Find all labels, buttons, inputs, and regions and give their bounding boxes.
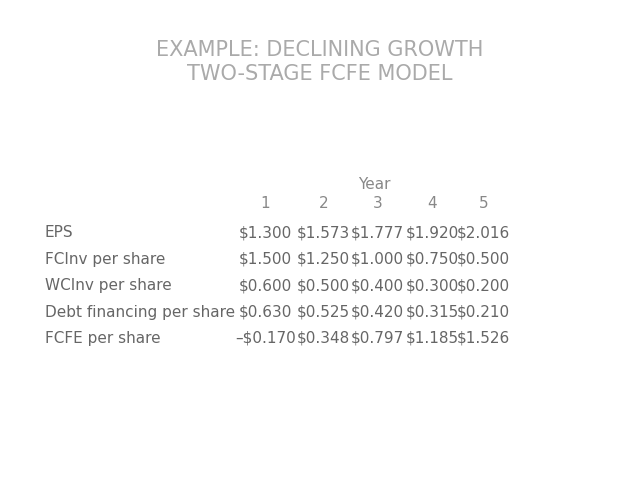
Text: $0.420: $0.420 [351,304,404,320]
Text: WCInv per share: WCInv per share [45,278,172,293]
Text: $0.400: $0.400 [351,278,404,293]
Text: 4: 4 [427,196,437,212]
Text: $1.250: $1.250 [296,252,350,267]
Text: $1.920: $1.920 [405,225,459,240]
Text: 1: 1 [260,196,271,212]
Text: CFA Institute: CFA Institute [13,459,83,469]
Text: $1.777: $1.777 [351,225,404,240]
Text: FCFE per share: FCFE per share [45,331,161,346]
Text: 3: 3 [372,196,383,212]
Text: $1.526: $1.526 [456,331,510,346]
Text: $1.573: $1.573 [296,225,350,240]
Text: –$0.170: –$0.170 [236,331,296,346]
Text: $0.500: $0.500 [296,278,350,293]
Text: $0.630: $0.630 [239,304,292,320]
Text: $2.016: $2.016 [456,225,510,240]
Text: FCInv per share: FCInv per share [45,252,165,267]
Text: $0.200: $0.200 [456,278,510,293]
Text: $1.185: $1.185 [405,331,459,346]
Text: $1.000: $1.000 [351,252,404,267]
Text: EXAMPLE: DECLINING GROWTH: EXAMPLE: DECLINING GROWTH [156,40,484,60]
Text: $0.797: $0.797 [351,331,404,346]
Text: $0.750: $0.750 [405,252,459,267]
Text: $0.600: $0.600 [239,278,292,293]
Text: $1.300: $1.300 [239,225,292,240]
Text: $0.525: $0.525 [296,304,350,320]
Text: $0.300: $0.300 [405,278,459,293]
Text: $1.500: $1.500 [239,252,292,267]
Text: 2: 2 [318,196,328,212]
Text: $0.210: $0.210 [456,304,510,320]
Text: TWO-STAGE FCFE MODEL: TWO-STAGE FCFE MODEL [188,64,452,84]
Text: EPS: EPS [45,225,74,240]
Text: Year: Year [358,177,390,192]
Text: $0.500: $0.500 [456,252,510,267]
Text: 5: 5 [478,196,488,212]
Text: Debt financing per share: Debt financing per share [45,304,235,320]
Text: $0.315: $0.315 [405,304,459,320]
Text: $0.348: $0.348 [296,331,350,346]
